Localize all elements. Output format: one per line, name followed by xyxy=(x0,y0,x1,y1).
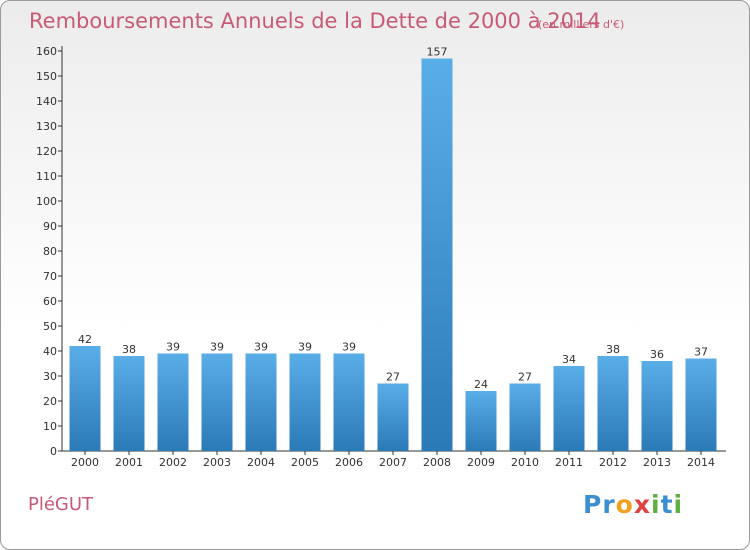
x-tick-label: 2006 xyxy=(335,456,363,469)
y-tick-label: 10 xyxy=(43,420,57,433)
x-tick-label: 2014 xyxy=(687,456,715,469)
bars: 42 38 39 39 39 39 39 27 157 24 27 34 38 36 37 xyxy=(69,46,717,452)
bar[interactable] xyxy=(685,358,717,452)
y-tick-label: 20 xyxy=(43,395,57,408)
bar-value-label: 157 xyxy=(427,46,448,59)
bar[interactable] xyxy=(201,353,233,452)
axes: 0 10 20 30 40 50 60 70 80 90 100 110 120 130 140 150 160… xyxy=(36,45,726,469)
x-tick-label: 2001 xyxy=(115,456,143,469)
y-tick-label: 110 xyxy=(36,170,57,183)
logo-letter: i xyxy=(651,490,661,519)
x-tick-label: 2004 xyxy=(247,456,275,469)
bar-value-label: 39 xyxy=(210,341,224,354)
bar[interactable] xyxy=(333,353,365,452)
logo-letter: x xyxy=(633,490,651,519)
bar[interactable] xyxy=(69,346,101,451)
y-tick-label: 140 xyxy=(36,95,57,108)
bar[interactable] xyxy=(377,383,409,452)
x-tick-label: 2010 xyxy=(511,456,539,469)
logo-letter: P xyxy=(583,490,603,519)
logo-letter: r xyxy=(602,490,616,519)
bar[interactable] xyxy=(245,353,277,452)
logo-letter: i xyxy=(673,490,684,519)
bar-value-label: 27 xyxy=(386,371,400,384)
y-tick-label: 130 xyxy=(36,120,57,133)
y-tick-label: 40 xyxy=(43,345,57,358)
y-tick-label: 150 xyxy=(36,70,57,83)
bar-value-label: 36 xyxy=(650,348,664,361)
bar[interactable] xyxy=(113,356,145,451)
proxiti-logo[interactable]: Proxiti xyxy=(583,490,683,519)
logo-letter: t xyxy=(660,490,674,519)
bar[interactable] xyxy=(465,391,497,451)
y-tick-label: 90 xyxy=(43,220,57,233)
x-tick-label: 2012 xyxy=(599,456,627,469)
bar-value-label: 38 xyxy=(606,343,620,356)
bar[interactable] xyxy=(157,353,189,452)
x-tick-label: 2008 xyxy=(423,456,451,469)
bar[interactable] xyxy=(421,58,453,452)
bar-value-label: 37 xyxy=(694,346,708,359)
y-tick-label: 100 xyxy=(36,195,57,208)
x-tick-label: 2005 xyxy=(291,456,319,469)
bar-value-label: 24 xyxy=(474,378,488,391)
y-tick-label: 160 xyxy=(36,45,57,58)
y-tick-label: 120 xyxy=(36,145,57,158)
bar-value-label: 39 xyxy=(298,341,312,354)
y-tick-label: 60 xyxy=(43,295,57,308)
x-tick-label: 2007 xyxy=(379,456,407,469)
x-tick-label: 2000 xyxy=(71,456,99,469)
y-tick-label: 80 xyxy=(43,245,57,258)
x-tick-label: 2002 xyxy=(159,456,187,469)
bar-value-label: 34 xyxy=(562,353,576,366)
x-tick-label: 2013 xyxy=(643,456,671,469)
x-tick-label: 2011 xyxy=(555,456,583,469)
bar[interactable] xyxy=(553,366,585,451)
bar[interactable] xyxy=(641,361,673,451)
logo-letter: o xyxy=(615,490,634,519)
x-tick-label: 2003 xyxy=(203,456,231,469)
x-tick-label: 2009 xyxy=(467,456,495,469)
commune-name: PléGUT xyxy=(28,494,94,515)
y-tick-label: 70 xyxy=(43,270,57,283)
bar-value-label: 42 xyxy=(78,333,92,346)
bar-value-label: 38 xyxy=(122,343,136,356)
y-tick-label: 30 xyxy=(43,370,57,383)
bar-value-label: 27 xyxy=(518,371,532,384)
y-tick-label: 0 xyxy=(50,445,57,458)
chart-subtitle: (en milliers d'€) xyxy=(538,18,625,31)
bar-value-label: 39 xyxy=(166,341,180,354)
bar-value-label: 39 xyxy=(342,341,356,354)
bar-value-label: 39 xyxy=(254,341,268,354)
bar[interactable] xyxy=(289,353,321,452)
bar[interactable] xyxy=(597,356,629,451)
bar[interactable] xyxy=(509,383,541,452)
y-tick-label: 50 xyxy=(43,320,57,333)
chart-title: Remboursements Annuels de la Dette de 20… xyxy=(29,9,601,33)
